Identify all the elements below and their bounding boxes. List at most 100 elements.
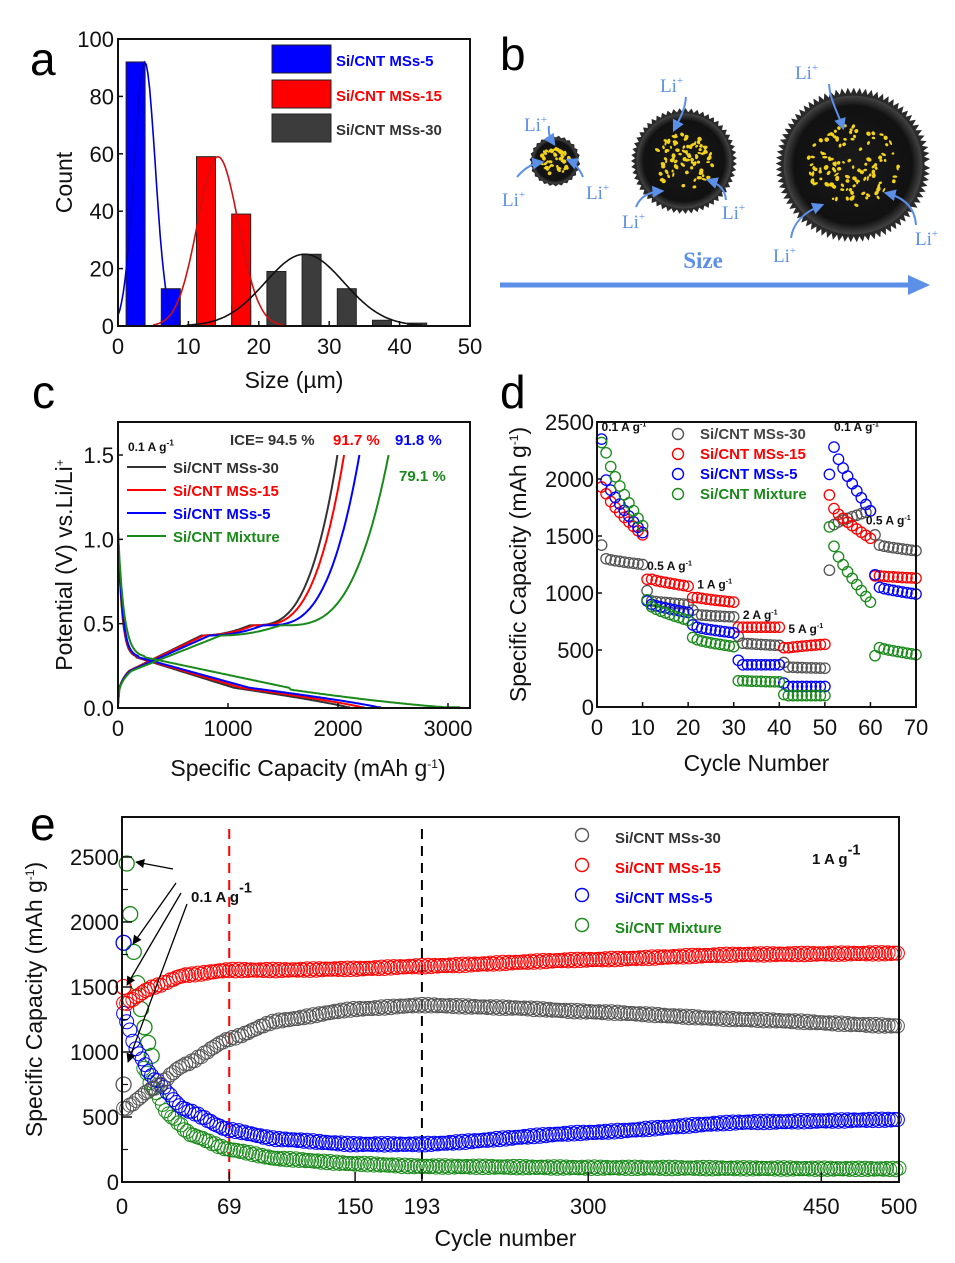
data-point-d-ms5 — [636, 526, 649, 539]
si-particle — [812, 167, 816, 170]
y-tick-label-c: 1.0 — [83, 527, 114, 552]
bar-si-cnt-mss-5-0 — [125, 61, 146, 327]
data-point-e-mixture — [844, 1160, 860, 1176]
data-point-e-ms30 — [454, 998, 470, 1014]
data-point-e-ms30 — [681, 1010, 697, 1026]
data-point-d-mixture — [823, 521, 836, 533]
data-point-e-ms30 — [545, 1002, 560, 1018]
axes-frame-d — [596, 421, 917, 708]
si-particle — [883, 158, 887, 163]
data-point-e-ms15 — [790, 947, 806, 963]
data-point-e-ms15 — [433, 958, 449, 973]
y-tick-label-a: 40 — [90, 199, 114, 224]
data-point-d-ms30 — [755, 638, 767, 651]
data-point-e-ms15 — [374, 959, 389, 975]
data-point-e-ms15 — [451, 958, 467, 974]
legend-label-c: Si/CNT MSs-5 — [173, 506, 271, 523]
si-particle — [871, 173, 876, 179]
li-label-large-left: Li+ — [773, 245, 796, 267]
current-label-c: 0.1 A g-1 — [128, 437, 174, 454]
data-point-d-ms15 — [787, 641, 799, 653]
si-particle — [871, 131, 876, 136]
data-point-d-ms5 — [768, 658, 781, 671]
si-particle — [827, 132, 832, 136]
data-point-e-ms15 — [457, 958, 473, 973]
li-arrow-med-left — [635, 185, 665, 208]
current-label-c-sup: -1 — [166, 437, 174, 447]
legend-label-a: Si/CNT MSs-30 — [336, 122, 442, 139]
si-particle — [852, 176, 857, 181]
data-point-e-ms5 — [165, 1092, 181, 1108]
data-point-e-ms30 — [287, 1011, 302, 1027]
data-point-e-mixture — [512, 1158, 528, 1174]
data-point-e-ms30 — [274, 1013, 290, 1029]
si-particle — [809, 163, 814, 167]
data-point-e-ms15 — [796, 947, 812, 963]
data-point-e-ms15 — [227, 963, 243, 979]
li-label-small-right: Li+ — [586, 182, 609, 204]
si-particle — [810, 155, 815, 159]
legend-label-c: Si/CNT MSs-30 — [173, 460, 279, 477]
li-label-med-right-main: Li — [722, 203, 739, 224]
data-point-e-ms15 — [153, 977, 169, 993]
data-point-d-ms5 — [796, 680, 808, 693]
si-particle — [844, 174, 851, 179]
si-particle — [664, 148, 670, 152]
data-point-e-ms5 — [395, 1136, 411, 1152]
data-point-e-ms5 — [678, 1117, 694, 1133]
pointer-arrow-e-2 — [126, 892, 182, 986]
si-particle — [690, 161, 695, 165]
data-point-d-ms30 — [636, 558, 649, 571]
data-point-d-ms30 — [750, 638, 763, 651]
data-point-e-ms15 — [868, 945, 884, 961]
x-axis-label-a: Size (µm) — [245, 367, 344, 393]
data-point-e-mixture — [363, 1156, 379, 1171]
data-point-e-ms30 — [852, 1017, 868, 1033]
data-point-e-ms5 — [339, 1135, 355, 1151]
x-tick-label-e: 0 — [116, 1194, 128, 1219]
li-arrow-large-right — [883, 189, 917, 226]
data-point-d-ms30 — [878, 540, 890, 553]
legend-label-e: Si/CNT Mixture — [615, 920, 722, 937]
rate-label-d-6-main: 0.5 A g — [866, 514, 904, 528]
data-point-e-ms5 — [433, 1135, 449, 1151]
si-particle — [871, 136, 876, 140]
data-point-e-ms15 — [231, 961, 247, 977]
si-particle — [810, 178, 815, 182]
fit-curve-ms5 — [117, 60, 180, 326]
data-point-d-ms5 — [732, 654, 745, 667]
data-point-e-ms15 — [209, 963, 225, 979]
data-point-e-ms15 — [830, 946, 846, 962]
li-label-med-top: Li+ — [660, 75, 683, 97]
data-point-e-ms30 — [175, 1058, 191, 1074]
li-label-small-left-main: Li — [502, 190, 519, 211]
si-particle — [840, 188, 845, 192]
li-label-large-top-main: Li — [795, 63, 812, 84]
data-point-e-ms30 — [342, 1002, 358, 1018]
si-particle — [859, 170, 864, 175]
data-point-e-ms15 — [200, 965, 215, 981]
data-point-e-ms30 — [650, 1007, 666, 1022]
activation-label-e-main: 0.1 A g — [191, 889, 239, 906]
data-point-e-ms30 — [448, 998, 464, 1013]
data-point-e-ms5 — [510, 1129, 526, 1145]
legend-label-c: Si/CNT Mixture — [173, 529, 280, 546]
data-point-e-ms30 — [812, 1015, 828, 1031]
data-point-e-ms15 — [862, 945, 877, 961]
data-point-e-ms5 — [498, 1131, 514, 1147]
data-point-e-ms30 — [750, 1013, 766, 1029]
y-axis-label-e: Specific Capacity (mAh g-1) — [21, 862, 47, 1137]
data-point-d-ms15 — [741, 621, 754, 634]
data-point-e-ms5 — [333, 1135, 349, 1151]
data-point-d-ms5 — [841, 470, 854, 483]
si-particle — [824, 137, 830, 142]
data-point-e-ms5 — [762, 1115, 778, 1131]
data-point-e-ms30 — [268, 1014, 284, 1030]
data-point-e-ms30 — [569, 1003, 585, 1018]
si-particle — [695, 144, 699, 148]
si-particle — [876, 186, 881, 192]
li-label-large-right: Li+ — [915, 228, 938, 250]
data-point-e-mixture — [223, 1142, 239, 1158]
x-axis-label-d: Cycle Number — [684, 750, 830, 776]
rate-label-d-3-main: 2 A g — [743, 608, 771, 622]
